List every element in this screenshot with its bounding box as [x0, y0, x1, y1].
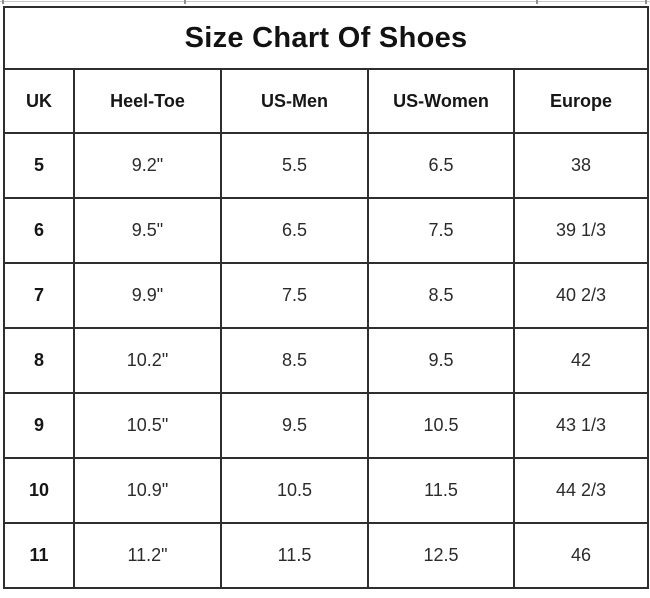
page-title: Size Chart Of Shoes — [2, 6, 650, 70]
europe-cell: 43 1/3 — [512, 392, 650, 459]
us-men-cell: 5.5 — [220, 132, 369, 199]
header-row: UK Heel-Toe US-Men US-Women Europe — [3, 68, 650, 134]
uk-size-cell: 9 — [3, 392, 75, 459]
table-row: 7 9.9" 7.5 8.5 40 2/3 — [3, 262, 650, 329]
us-women-cell: 12.5 — [367, 522, 515, 589]
column-header-us-women: US-Women — [367, 68, 515, 134]
gridline-tick — [645, 0, 647, 4]
uk-size-cell: 5 — [3, 132, 75, 199]
heel-toe-cell: 9.5" — [73, 197, 222, 264]
column-header-uk: UK — [3, 68, 75, 134]
heel-toe-cell: 10.2" — [73, 327, 222, 394]
gridline-tick — [2, 0, 4, 4]
heel-toe-cell: 10.9" — [73, 457, 222, 524]
heel-toe-cell: 9.2" — [73, 132, 222, 199]
us-men-cell: 7.5 — [220, 262, 369, 329]
us-men-cell: 11.5 — [220, 522, 369, 589]
crop-gridline-artifact — [0, 1, 650, 2]
table-row: 11 11.2" 11.5 12.5 46 — [3, 522, 650, 589]
us-women-cell: 10.5 — [367, 392, 515, 459]
uk-size-cell: 7 — [3, 262, 75, 329]
gridline-tick — [536, 0, 538, 4]
table-row: 10 10.9" 10.5 11.5 44 2/3 — [3, 457, 650, 524]
us-men-cell: 6.5 — [220, 197, 369, 264]
heel-toe-cell: 11.2" — [73, 522, 222, 589]
table-row: 6 9.5" 6.5 7.5 39 1/3 — [3, 197, 650, 264]
uk-size-cell: 11 — [3, 522, 75, 589]
column-header-heel-toe: Heel-Toe — [73, 68, 222, 134]
us-women-cell: 11.5 — [367, 457, 515, 524]
europe-cell: 40 2/3 — [512, 262, 650, 329]
us-men-cell: 9.5 — [220, 392, 369, 459]
europe-cell: 44 2/3 — [512, 457, 650, 524]
uk-size-cell: 8 — [3, 327, 75, 394]
table-row: 5 9.2" 5.5 6.5 38 — [3, 132, 650, 199]
us-women-cell: 6.5 — [367, 132, 515, 199]
size-chart-table: Size Chart Of Shoes UK Heel-Toe US-Men U… — [2, 6, 650, 589]
table-row: 9 10.5" 9.5 10.5 43 1/3 — [3, 392, 650, 459]
table-row: 8 10.2" 8.5 9.5 42 — [3, 327, 650, 394]
us-women-cell: 8.5 — [367, 262, 515, 329]
uk-size-cell: 10 — [3, 457, 75, 524]
heel-toe-cell: 10.5" — [73, 392, 222, 459]
europe-cell: 38 — [512, 132, 650, 199]
heel-toe-cell: 9.9" — [73, 262, 222, 329]
europe-cell: 39 1/3 — [512, 197, 650, 264]
column-header-europe: Europe — [512, 68, 650, 134]
uk-size-cell: 6 — [3, 197, 75, 264]
title-row: Size Chart Of Shoes — [2, 6, 650, 70]
column-header-us-men: US-Men — [220, 68, 369, 134]
us-women-cell: 7.5 — [367, 197, 515, 264]
us-men-cell: 8.5 — [220, 327, 369, 394]
europe-cell: 46 — [512, 522, 650, 589]
us-men-cell: 10.5 — [220, 457, 369, 524]
us-women-cell: 9.5 — [367, 327, 515, 394]
europe-cell: 42 — [512, 327, 650, 394]
gridline-tick — [184, 0, 186, 4]
